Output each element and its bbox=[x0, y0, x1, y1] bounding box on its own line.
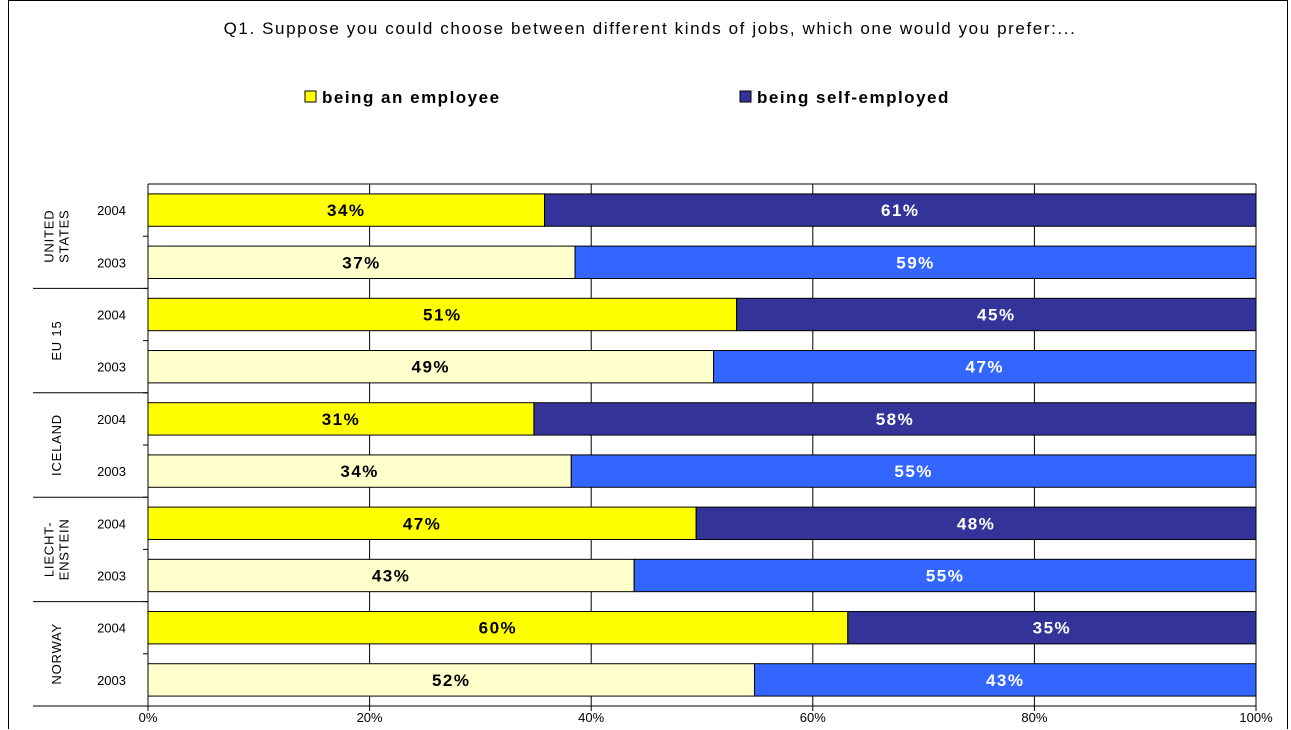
year-label: 2003 bbox=[97, 569, 126, 584]
x-tick-label: 20% bbox=[357, 710, 383, 725]
legend-swatch bbox=[739, 90, 752, 103]
group-label: NORWAY bbox=[49, 623, 64, 685]
data-label-self-employed: 55% bbox=[926, 567, 965, 586]
legend-label: being self-employed bbox=[757, 88, 950, 107]
bar-self-employed bbox=[695, 506, 1257, 540]
group-label-line: NORWAY bbox=[49, 623, 64, 685]
x-tick-label: 60% bbox=[800, 710, 826, 725]
year-label: 2004 bbox=[97, 621, 126, 636]
year-label: 2004 bbox=[97, 412, 126, 427]
x-tick-label: 100% bbox=[1239, 710, 1273, 725]
year-label: 2004 bbox=[97, 308, 126, 323]
data-label-self-employed: 58% bbox=[876, 410, 915, 429]
bar-employee bbox=[147, 506, 697, 540]
year-label: 2003 bbox=[97, 464, 126, 479]
data-label-self-employed: 59% bbox=[896, 253, 935, 272]
group-label: ICELAND bbox=[49, 414, 64, 476]
x-tick-label: 0% bbox=[139, 710, 158, 725]
data-label-self-employed: 43% bbox=[986, 671, 1025, 690]
data-label-employee: 47% bbox=[403, 514, 442, 533]
bar-self-employed bbox=[544, 193, 1257, 227]
group-label-line: STATES bbox=[57, 209, 72, 262]
bar-self-employed bbox=[633, 558, 1257, 593]
data-label-employee: 52% bbox=[432, 671, 471, 690]
x-tick-label: 80% bbox=[1021, 710, 1047, 725]
year-label: 2003 bbox=[97, 255, 126, 270]
chart-title: Q1. Suppose you could choose between dif… bbox=[223, 19, 1077, 38]
data-label-employee: 49% bbox=[412, 358, 451, 377]
year-label: 2004 bbox=[97, 516, 126, 531]
bar-self-employed bbox=[533, 402, 1257, 436]
year-label: 2004 bbox=[97, 203, 126, 218]
legend-label: being an employee bbox=[322, 88, 501, 107]
bar-employee bbox=[147, 611, 849, 645]
group-label: UNITEDSTATES bbox=[42, 209, 72, 262]
group-label-line: LIECHT- bbox=[42, 522, 57, 577]
bar-self-employed bbox=[847, 611, 1257, 645]
data-label-self-employed: 61% bbox=[881, 201, 920, 220]
data-label-employee: 34% bbox=[327, 201, 366, 220]
data-label-employee: 31% bbox=[322, 410, 361, 429]
group-label-line: ENSTEIN bbox=[57, 518, 72, 580]
bar-employee bbox=[147, 402, 535, 436]
bar-employee bbox=[147, 245, 576, 279]
group-label-line: EU 15 bbox=[49, 321, 64, 361]
data-label-employee: 34% bbox=[340, 462, 379, 481]
data-label-self-employed: 48% bbox=[957, 514, 996, 533]
group-label: EU 15 bbox=[49, 321, 64, 361]
data-label-employee: 43% bbox=[372, 567, 411, 586]
data-label-employee: 37% bbox=[342, 253, 381, 272]
bar-employee bbox=[147, 663, 755, 697]
bar-self-employed bbox=[574, 245, 1257, 279]
group-label-line: ICELAND bbox=[49, 414, 64, 476]
year-label: 2003 bbox=[97, 360, 126, 375]
data-label-employee: 51% bbox=[423, 306, 462, 325]
data-label-self-employed: 47% bbox=[966, 358, 1005, 377]
bar-self-employed bbox=[753, 663, 1257, 697]
bar-self-employed bbox=[736, 297, 1257, 332]
data-label-self-employed: 45% bbox=[977, 306, 1016, 325]
bar-employee bbox=[147, 193, 546, 227]
x-tick-label: 40% bbox=[578, 710, 604, 725]
year-label: 2003 bbox=[97, 673, 126, 688]
bar-employee bbox=[147, 558, 635, 593]
bar-self-employed bbox=[570, 454, 1257, 488]
data-label-self-employed: 35% bbox=[1033, 619, 1072, 638]
group-label-line: UNITED bbox=[42, 210, 57, 263]
legend-swatch bbox=[304, 90, 317, 103]
data-label-employee: 60% bbox=[479, 619, 518, 638]
chart-frame bbox=[8, 0, 1288, 729]
data-label-self-employed: 55% bbox=[894, 462, 933, 481]
group-label: LIECHT-ENSTEIN bbox=[42, 518, 72, 580]
bar-self-employed bbox=[713, 350, 1257, 384]
